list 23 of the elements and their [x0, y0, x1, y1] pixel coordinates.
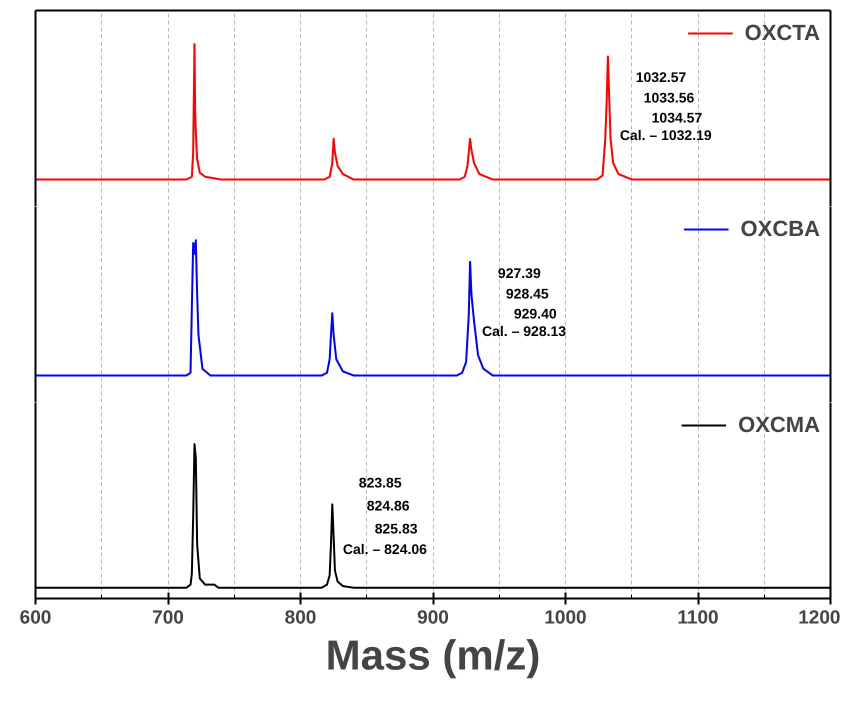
x-tick-label: 900: [417, 608, 449, 628]
x-axis-title: Mass (m/z): [326, 632, 540, 678]
annotation: 824.86: [366, 498, 410, 514]
annotation: 929.40: [514, 306, 557, 322]
annotation: 1033.56: [644, 89, 694, 106]
legend-label: OXCTA: [744, 20, 820, 46]
x-tick-label: 1000: [544, 608, 587, 628]
annotation: Cal. – 1032.19: [620, 126, 712, 143]
annotation: 927.39: [498, 265, 541, 282]
annotation: 1034.57: [652, 110, 702, 126]
x-tick-label: 700: [152, 608, 184, 628]
legend-label: OXCBA: [740, 216, 820, 242]
x-tick-label: 1100: [677, 608, 719, 628]
x-tick-label: 1200: [798, 608, 841, 628]
annotation: Cal. – 824.06: [342, 540, 428, 557]
annotation: 928.45: [506, 285, 549, 302]
x-tick-label: 800: [284, 608, 316, 628]
annotation: 823.85: [358, 474, 402, 490]
legend-label: OXCMA: [738, 412, 820, 438]
annotation: 1032.57: [636, 69, 687, 86]
annotation: 825.83: [374, 520, 418, 537]
x-tick-label: 600: [20, 608, 52, 628]
annotation: Cal. – 928.13: [482, 322, 566, 339]
